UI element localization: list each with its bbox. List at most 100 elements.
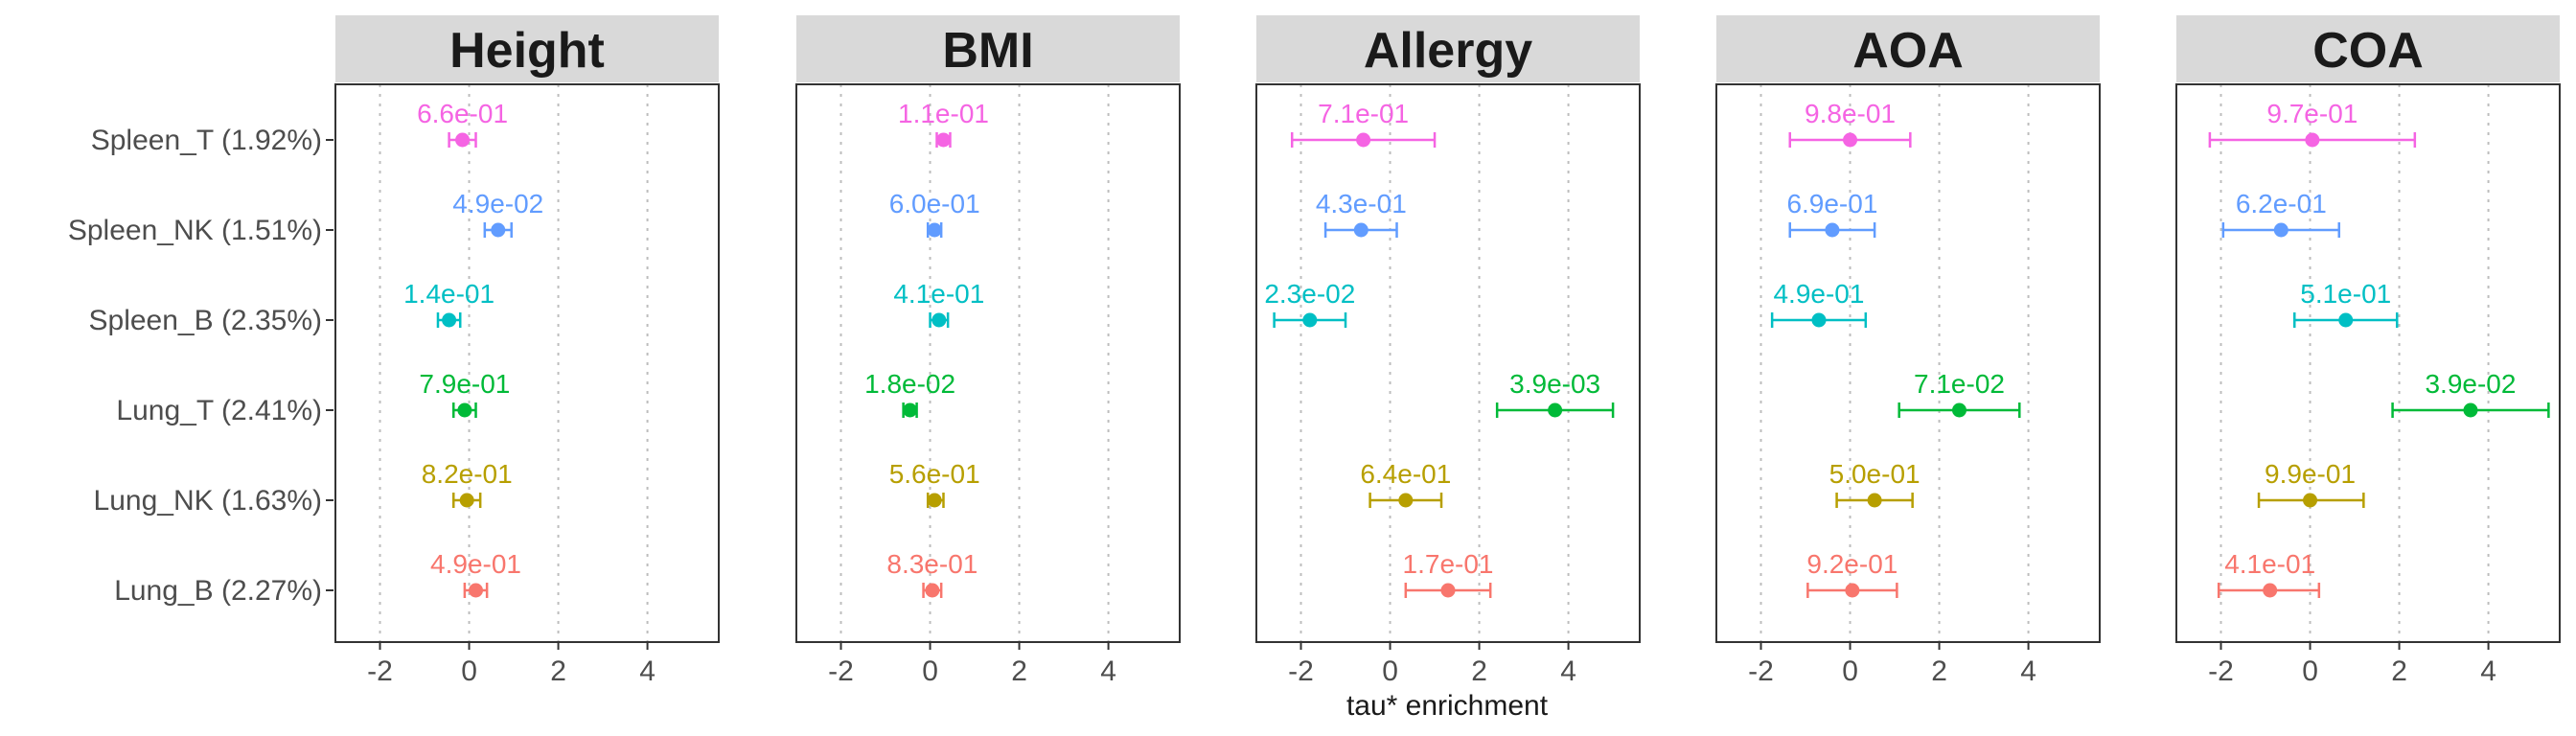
y-tick-label: Spleen_NK (1.51%) — [68, 215, 322, 246]
estimate-point-group: 6.9e-01 — [1786, 189, 1877, 238]
estimate-point — [457, 402, 472, 418]
estimate-point — [1356, 132, 1371, 148]
estimate-point-group: 8.3e-01 — [886, 549, 978, 598]
p-value-label: 1.8e-02 — [864, 369, 955, 399]
x-tick-label: 0 — [922, 656, 938, 687]
facet-strip — [1716, 15, 2100, 82]
facet-strip — [335, 15, 719, 82]
x-tick-label: 0 — [461, 656, 477, 687]
estimate-point — [1825, 222, 1840, 238]
y-tick-label: Spleen_B (2.35%) — [89, 305, 323, 336]
estimate-point — [1951, 402, 1966, 418]
estimate-point — [1302, 312, 1318, 328]
facet-title: COA — [2312, 23, 2424, 79]
estimate-point-group: 4.1e-01 — [893, 279, 984, 328]
estimate-point — [2303, 493, 2318, 508]
estimate-point-group: 2.3e-02 — [1264, 279, 1355, 328]
p-value-label: 4.9e-01 — [430, 549, 521, 579]
estimate-point — [469, 583, 484, 598]
estimate-point-group: 4.9e-01 — [1770, 279, 1868, 328]
estimate-point-group: 6.0e-01 — [889, 189, 980, 238]
estimate-point-group: 3.9e-03 — [1495, 369, 1615, 418]
p-value-label: 9.7e-01 — [2266, 99, 2358, 128]
estimate-point-group: 6.2e-01 — [2221, 189, 2341, 238]
p-value-label: 4.9e-02 — [452, 189, 543, 218]
estimate-point — [925, 583, 940, 598]
estimate-point-group: 6.4e-01 — [1360, 459, 1451, 508]
estimate-point — [2273, 222, 2288, 238]
y-tick-label: Spleen_T (1.92%) — [91, 125, 322, 156]
p-value-label: 6.4e-01 — [1360, 459, 1451, 489]
estimate-point-group: 4.1e-01 — [2217, 549, 2321, 598]
panel-border — [334, 83, 720, 643]
x-tick-label: 4 — [1100, 656, 1116, 687]
estimate-point-group: 9.7e-01 — [2208, 99, 2417, 148]
facet-panel-allergy: Allergy -2 0 2 4 7.1e-01 4.3e-01 2.3e-02 3.9e-03… — [1255, 15, 1641, 687]
estimate-point — [932, 312, 947, 328]
p-value-label: 7.1e-01 — [1318, 99, 1409, 128]
x-tick-label: 4 — [1560, 656, 1576, 687]
estimate-point-group: 5.6e-01 — [889, 459, 980, 508]
x-tick-label: 0 — [2302, 656, 2318, 687]
x-tick-label: -2 — [1748, 656, 1774, 687]
panel-border — [795, 83, 1181, 643]
x-tick-label: 4 — [2480, 656, 2496, 687]
estimate-point-group: 9.8e-01 — [1788, 99, 1912, 148]
y-axis-labels: Spleen_T (1.92%) Spleen_NK (1.51%) Spleen_… — [68, 125, 334, 607]
facet-title: Height — [449, 23, 605, 79]
y-tick-label: Lung_T (2.41%) — [116, 395, 322, 426]
panel-border — [1715, 83, 2101, 643]
p-value-label: 3.9e-03 — [1509, 369, 1600, 399]
plot-area — [2176, 84, 2560, 642]
estimate-point — [1398, 493, 1414, 508]
estimate-point-group: 8.2e-01 — [422, 459, 513, 508]
x-tick-label: -2 — [367, 656, 393, 687]
estimate-point — [2338, 312, 2354, 328]
estimate-point-group: 4.9e-01 — [430, 549, 521, 598]
estimate-point — [2463, 402, 2478, 418]
p-value-label: 8.2e-01 — [422, 459, 513, 489]
panel-border — [2175, 83, 2561, 643]
x-tick-label: 2 — [1931, 656, 1947, 687]
facet-panel-height: Height -2 0 2 4 6.6e-01 4.9e-02 1.4e-01 7.9e-01 8… — [334, 15, 720, 687]
p-value-label: 5.0e-01 — [1829, 459, 1920, 489]
estimate-point — [491, 222, 506, 238]
x-tick-label: -2 — [2208, 656, 2234, 687]
estimate-point-group: 4.3e-01 — [1316, 189, 1407, 238]
estimate-point — [459, 493, 474, 508]
p-value-label: 8.3e-01 — [886, 549, 978, 579]
estimate-point-group: 1.4e-01 — [403, 279, 494, 328]
estimate-point — [455, 132, 471, 148]
p-value-label: 1.1e-01 — [898, 99, 989, 128]
p-value-label: 9.2e-01 — [1806, 549, 1898, 579]
facet-title: Allergy — [1364, 23, 1532, 79]
plot-area — [1256, 84, 1640, 642]
x-tick-label: 4 — [2020, 656, 2036, 687]
p-value-label: 1.4e-01 — [403, 279, 494, 309]
estimate-point — [927, 222, 942, 238]
estimate-point-group: 1.7e-01 — [1403, 549, 1494, 598]
y-tick-label: Lung_NK (1.63%) — [94, 485, 322, 517]
p-value-label: 2.3e-02 — [1264, 279, 1355, 309]
estimate-point — [1353, 222, 1368, 238]
x-tick-label: 2 — [550, 656, 566, 687]
x-tick-label: -2 — [828, 656, 854, 687]
estimate-point — [2263, 583, 2278, 598]
x-tick-label: 0 — [1382, 656, 1398, 687]
facet-title: BMI — [942, 23, 1033, 79]
x-axis-title: tau* enrichment — [1346, 690, 1549, 722]
estimate-point — [1867, 493, 1882, 508]
estimate-point — [927, 493, 942, 508]
p-value-label: 7.9e-01 — [419, 369, 510, 399]
x-tick-label: 4 — [639, 656, 656, 687]
p-value-label: 1.7e-01 — [1403, 549, 1494, 579]
estimate-point — [935, 132, 951, 148]
estimate-point — [442, 312, 457, 328]
p-value-label: 4.1e-01 — [893, 279, 984, 309]
facet-strip — [2176, 15, 2560, 82]
facet-strip — [796, 15, 1180, 82]
x-tick-label: 0 — [1842, 656, 1858, 687]
estimate-point-group: 1.8e-02 — [864, 369, 955, 418]
y-tick-label: Lung_B (2.27%) — [114, 575, 322, 607]
